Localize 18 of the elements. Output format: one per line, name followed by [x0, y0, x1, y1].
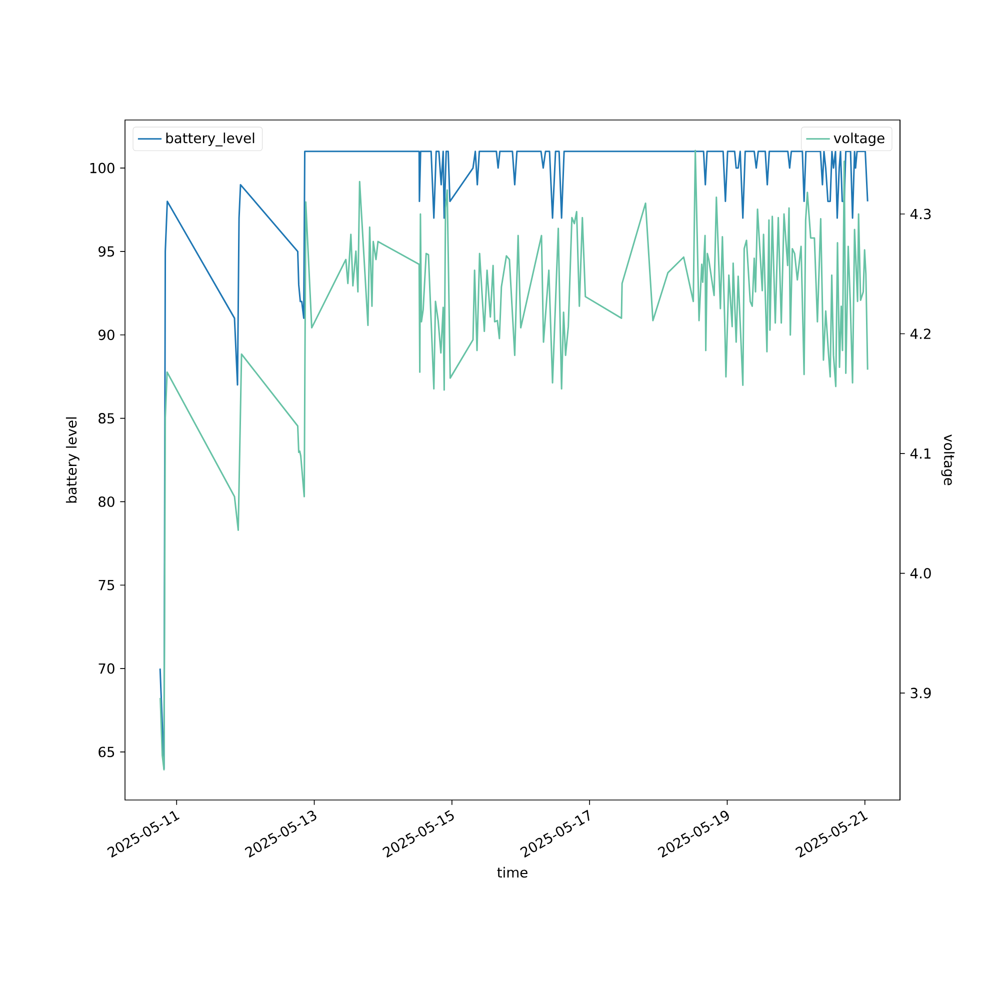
legend-label: battery_level: [166, 132, 254, 146]
y-tick-label: 70: [98, 663, 114, 674]
y2-tick-label: 4.0: [910, 568, 931, 579]
y-tick-label: 80: [98, 496, 114, 507]
y-tick-label: 75: [98, 580, 114, 590]
y-tick-label: 100: [90, 162, 114, 174]
x-axis-title: time: [497, 866, 528, 878]
y2-tick-label: 4.2: [910, 328, 930, 339]
y-tick-label: 65: [98, 746, 114, 758]
y-axis-title: battery level: [66, 417, 80, 503]
y-tick-label: 95: [98, 246, 114, 257]
y2-tick-label: 4.1: [910, 448, 930, 459]
y-tick-label: 90: [98, 330, 114, 340]
y-tick-label: 85: [98, 413, 114, 424]
y2-axis-title: voltage: [941, 434, 955, 486]
legend-label: voltage: [834, 132, 884, 146]
y2-tick-label: 4.3: [910, 208, 931, 220]
y2-tick-label: 3.9: [910, 688, 931, 698]
